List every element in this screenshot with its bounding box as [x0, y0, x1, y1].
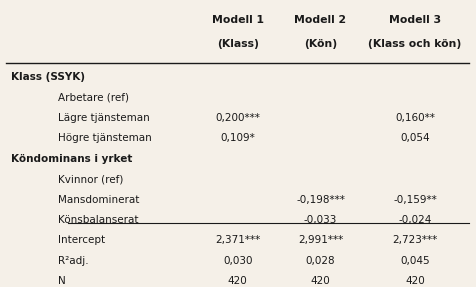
Text: -0,024: -0,024: [398, 215, 432, 225]
Text: 0,054: 0,054: [400, 133, 430, 143]
Text: Köndominans i yrket: Köndominans i yrket: [11, 154, 132, 164]
Text: -0,159**: -0,159**: [393, 195, 437, 205]
Text: Kvinnor (ref): Kvinnor (ref): [58, 174, 123, 184]
Text: (Klass): (Klass): [217, 40, 258, 49]
Text: Högre tjänsteman: Högre tjänsteman: [58, 133, 152, 143]
Text: -0,198***: -0,198***: [296, 195, 345, 205]
Text: Modell 3: Modell 3: [389, 15, 441, 25]
Text: (Kön): (Kön): [304, 40, 337, 49]
Text: 0,109*: 0,109*: [220, 133, 255, 143]
Text: Intercept: Intercept: [58, 235, 105, 245]
Text: Modell 1: Modell 1: [212, 15, 264, 25]
Text: Modell 2: Modell 2: [294, 15, 347, 25]
Text: Könsbalanserat: Könsbalanserat: [58, 215, 139, 225]
Text: 0,045: 0,045: [400, 256, 430, 266]
Text: (Klass och kön): (Klass och kön): [368, 40, 462, 49]
Text: 2,371***: 2,371***: [215, 235, 260, 245]
Text: 2,991***: 2,991***: [298, 235, 343, 245]
Text: Mansdominerat: Mansdominerat: [58, 195, 139, 205]
Text: 420: 420: [311, 276, 330, 286]
Text: N: N: [58, 276, 66, 286]
Text: Lägre tjänsteman: Lägre tjänsteman: [58, 113, 150, 123]
Text: 0,030: 0,030: [223, 256, 252, 266]
Text: R²adj.: R²adj.: [58, 256, 89, 266]
Text: -0,033: -0,033: [304, 215, 337, 225]
Text: 420: 420: [228, 276, 248, 286]
Text: 0,028: 0,028: [306, 256, 335, 266]
Text: Arbetare (ref): Arbetare (ref): [58, 92, 129, 102]
Text: 0,200***: 0,200***: [215, 113, 260, 123]
Text: 2,723***: 2,723***: [392, 235, 437, 245]
Text: Klass (SSYK): Klass (SSYK): [11, 72, 85, 82]
Text: 420: 420: [405, 276, 425, 286]
Text: 0,160**: 0,160**: [395, 113, 435, 123]
